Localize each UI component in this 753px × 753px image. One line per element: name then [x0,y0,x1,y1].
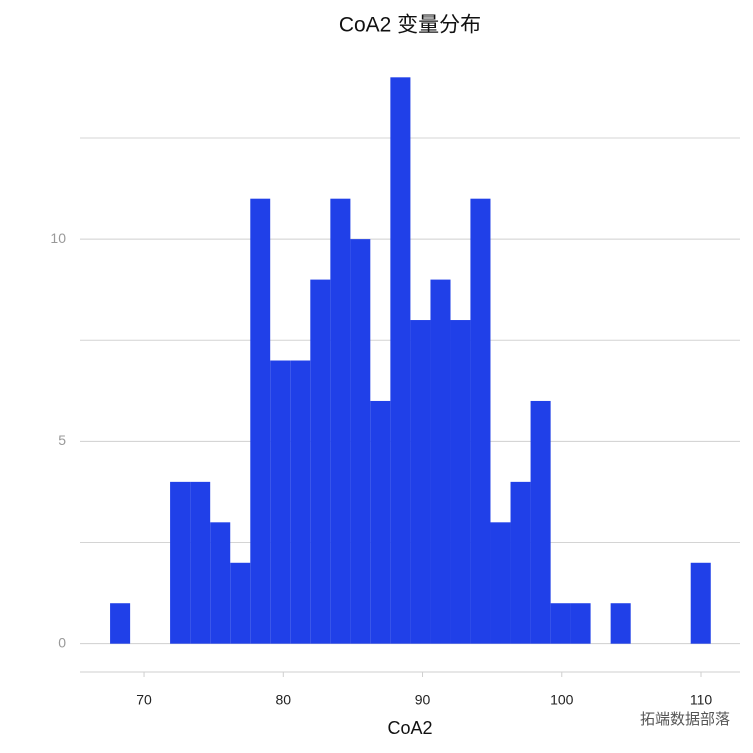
bar [450,320,471,644]
bar [470,198,491,644]
bar [190,481,211,644]
bar [570,603,591,644]
bar [690,562,711,644]
bar [330,198,351,644]
x-axis-label: CoA2 [387,718,432,738]
bar [290,360,311,644]
y-tick-label: 5 [58,432,66,448]
y-tick-label: 10 [50,230,66,246]
x-tick-label: 80 [276,692,292,708]
bar [230,562,251,644]
bar [110,603,131,644]
bar [350,239,371,644]
y-tick-label: 0 [58,634,66,650]
bar [610,603,631,644]
bar [510,481,531,644]
x-tick-label: 110 [690,692,713,708]
x-tick-label: 90 [415,692,431,708]
watermark: 拓端数据部落 [640,711,730,728]
bar [370,400,391,644]
bar [490,522,511,644]
bar [530,400,551,644]
bar [550,603,571,644]
chart-title: CoA2 变量分布 [339,14,481,37]
bar [390,77,411,644]
bar [270,360,291,644]
bar [250,198,271,644]
bar [210,522,231,644]
bar [410,320,431,644]
bar [170,481,191,644]
x-tick-label: 70 [136,692,152,708]
x-tick-label: 100 [550,692,574,708]
bar [430,279,451,644]
bar [310,279,331,644]
